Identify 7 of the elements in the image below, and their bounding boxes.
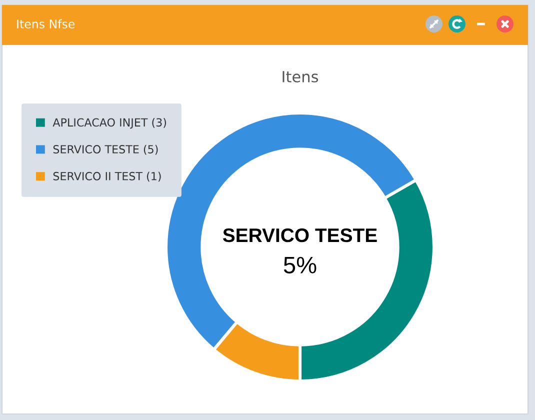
text: SERVICO TESTE [222, 228, 377, 242]
legend-label: SERVICO TESTE (5) [53, 144, 158, 155]
legend-label: SERVICO II TEST (1) [53, 172, 161, 182]
legend-label: APLICACAO INJET (3) [52, 118, 166, 129]
text: 5% [284, 256, 316, 274]
chart-title: Itens [282, 71, 318, 82]
text: Itens Nfse [17, 19, 75, 28]
